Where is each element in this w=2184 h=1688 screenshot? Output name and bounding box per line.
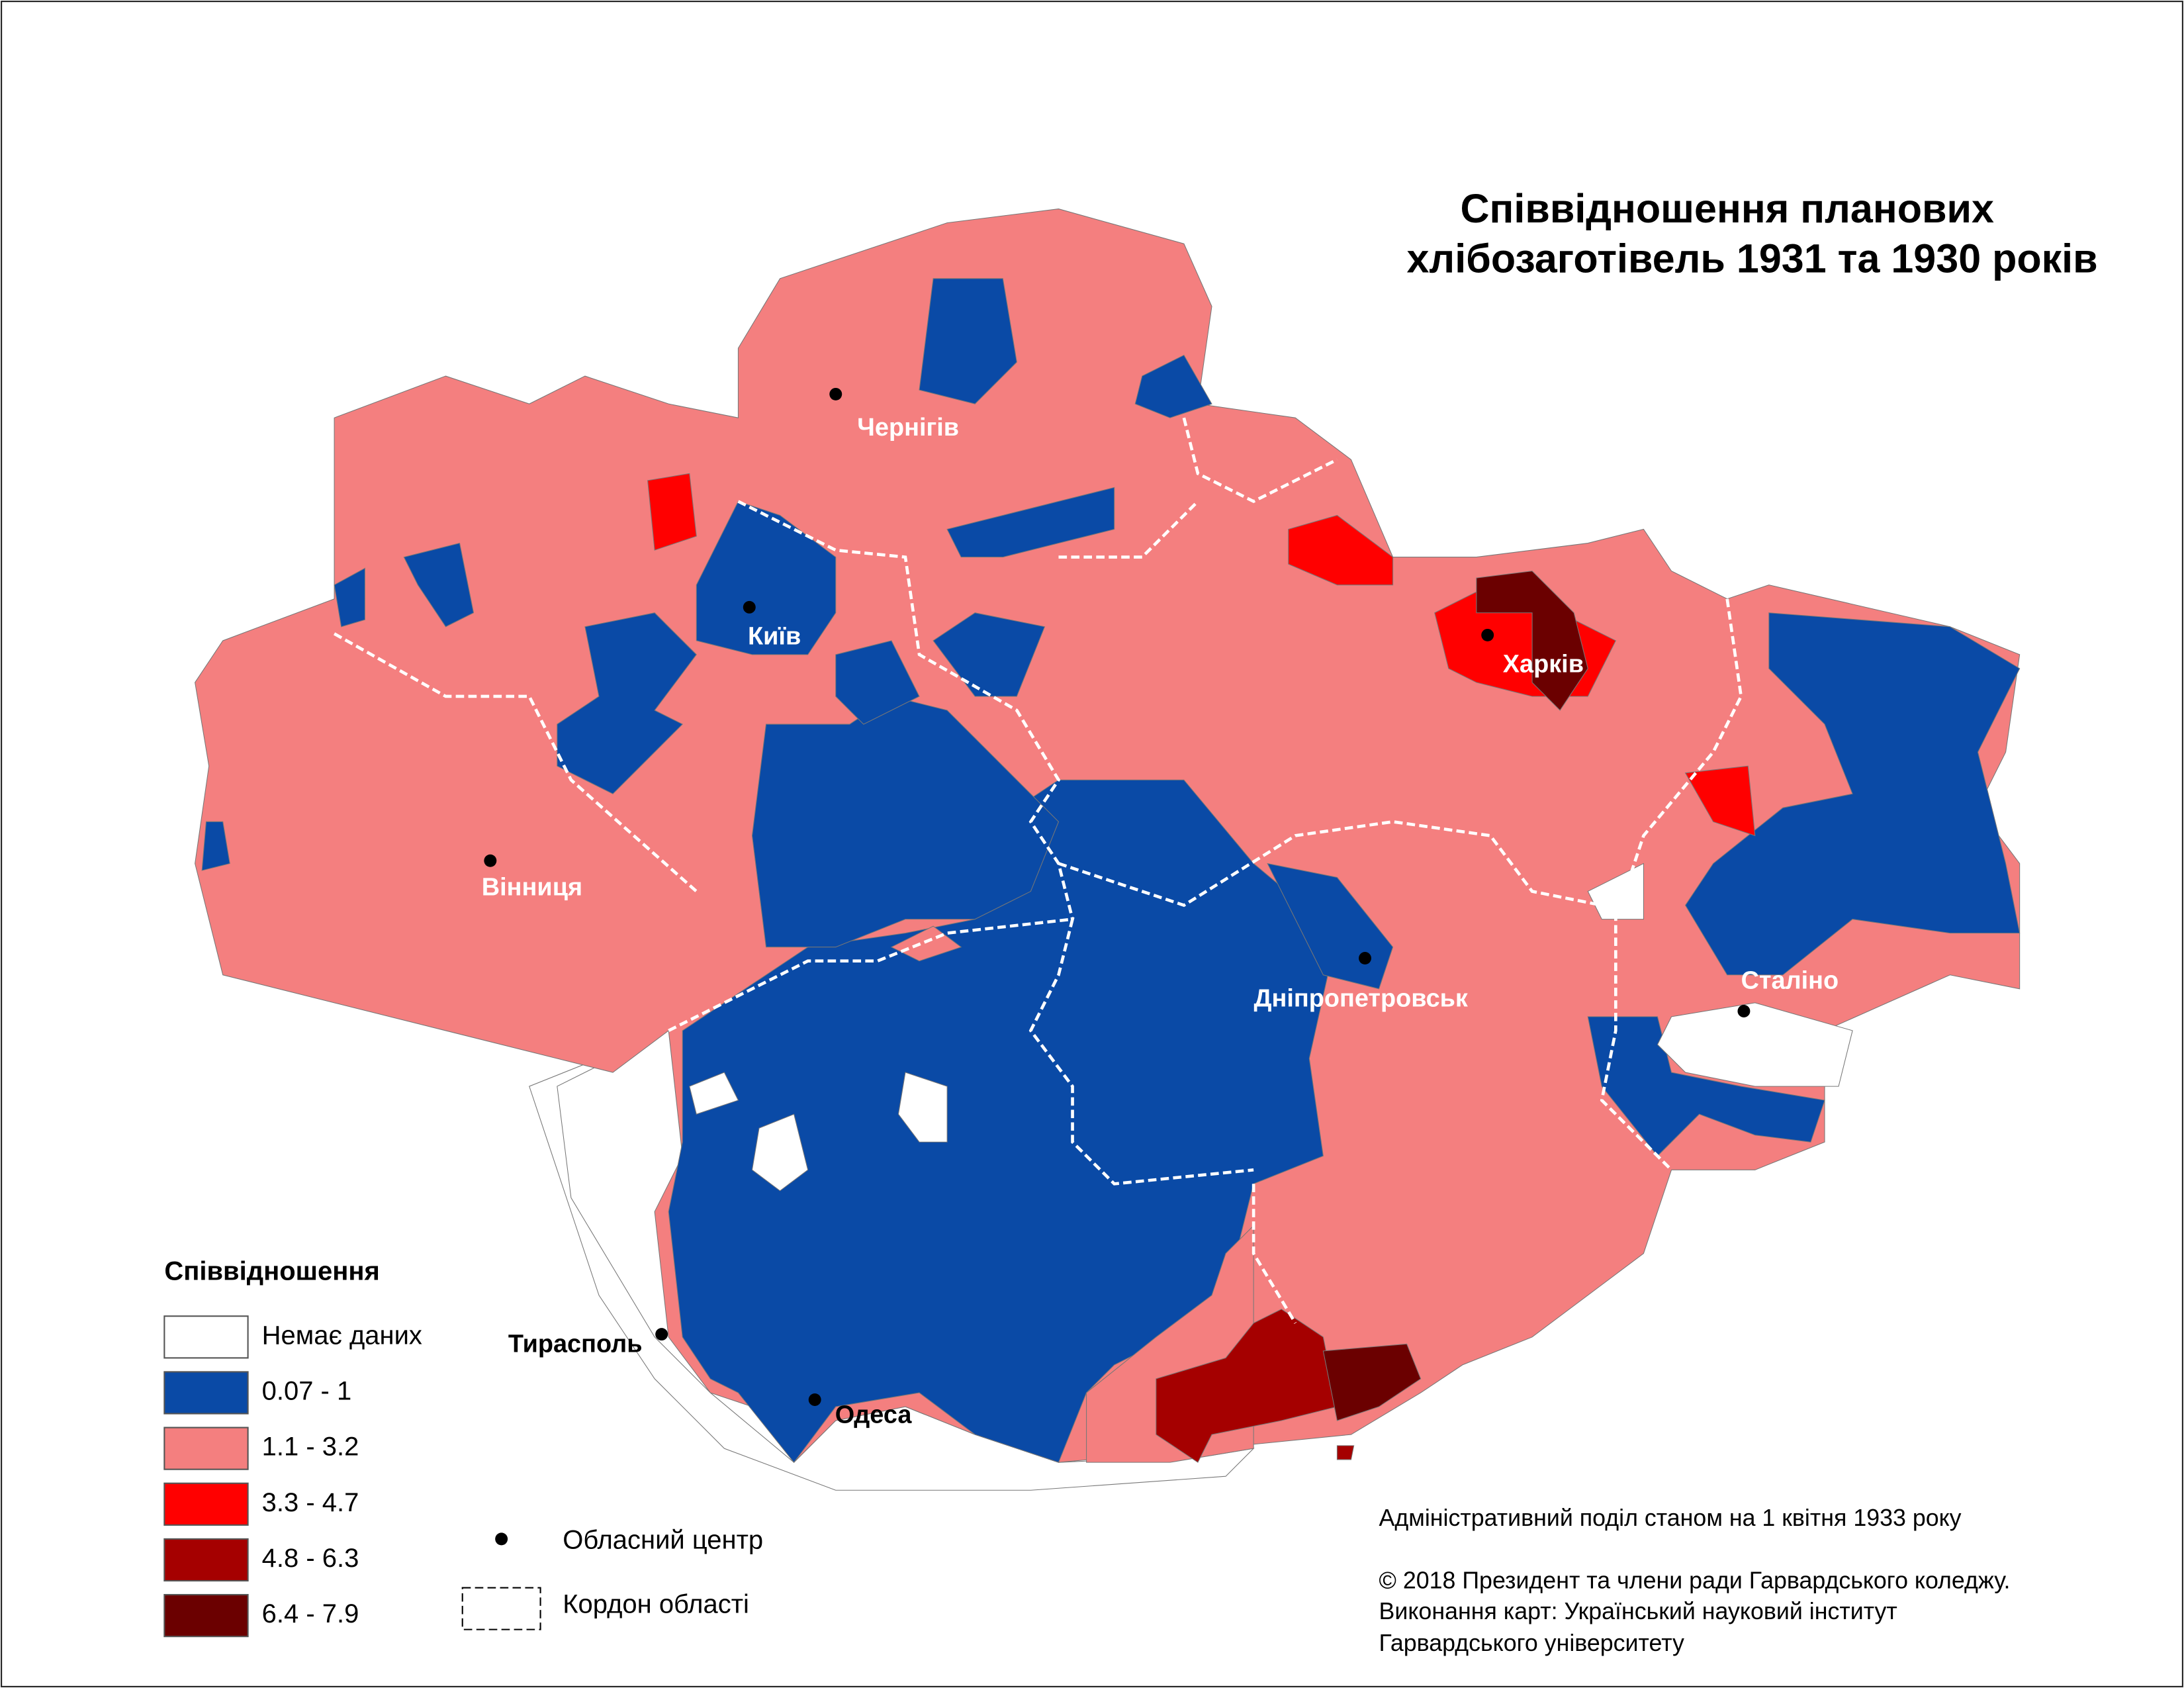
city-dot bbox=[743, 600, 756, 614]
region bbox=[1288, 514, 1394, 586]
note: Адміністративний поділ станом на 1 квітн… bbox=[1379, 1505, 1962, 1531]
oblast-border bbox=[1058, 820, 1602, 908]
legend-swatch bbox=[163, 1593, 249, 1638]
region bbox=[403, 542, 475, 628]
note: Гарвардського університету bbox=[1379, 1630, 1684, 1656]
city-dot bbox=[1481, 628, 1494, 641]
note: Виконання карт: Український науковий інс… bbox=[1379, 1598, 1897, 1624]
title: Співвідношення планових bbox=[1460, 186, 1994, 231]
city-dot bbox=[808, 1393, 821, 1406]
legend-label: 4.8 - 6.3 bbox=[262, 1544, 359, 1573]
legend: Немає даних 0.07 - 1 1.1 - 3.2 3.3 - 4.7 4.8… bbox=[163, 1315, 422, 1638]
oblast-border bbox=[1058, 500, 1199, 559]
city-label: Тирасполь bbox=[508, 1330, 643, 1358]
legend-label: 3.3 - 4.7 bbox=[262, 1488, 359, 1517]
region bbox=[557, 612, 697, 794]
oblast-border bbox=[1182, 417, 1338, 504]
region bbox=[919, 278, 1017, 404]
city-label: Чернігів bbox=[857, 414, 959, 442]
city-dot bbox=[1359, 952, 1371, 964]
city-label: Київ bbox=[748, 623, 801, 651]
legend-swatch bbox=[163, 1315, 249, 1359]
cities: Чернігів Київ Харків Вінниця Дніпропетровськ… bbox=[482, 387, 1839, 1429]
oblast-border bbox=[1600, 598, 1743, 1171]
city-label: Вінниця bbox=[482, 873, 582, 901]
region bbox=[897, 1072, 948, 1143]
oblast-border bbox=[737, 500, 1074, 920]
city-label: Сталіно bbox=[1741, 966, 1839, 994]
region bbox=[1322, 1343, 1422, 1421]
region bbox=[1336, 1445, 1355, 1460]
city-label: Одеса bbox=[835, 1401, 913, 1429]
oblast-borders bbox=[333, 417, 1743, 1324]
note: © 2018 Президент та члени ради Гарвардсь… bbox=[1379, 1568, 2011, 1594]
city-dot bbox=[1737, 1005, 1751, 1017]
legend-label: Обласний центр bbox=[563, 1526, 763, 1555]
oblast-border bbox=[1251, 1184, 1297, 1324]
legend-label: 0.07 - 1 bbox=[262, 1377, 352, 1406]
region bbox=[946, 487, 1115, 558]
region bbox=[201, 821, 230, 871]
title: хлібозаготівель 1931 та 1930 років bbox=[1406, 236, 2097, 281]
region bbox=[1657, 1002, 1853, 1087]
city-label: Харків bbox=[1503, 651, 1584, 679]
legend-swatch bbox=[163, 1427, 249, 1470]
city-dot bbox=[484, 854, 497, 867]
legend-title: Співвідношення bbox=[164, 1257, 379, 1286]
city-dot bbox=[829, 387, 842, 400]
region bbox=[647, 473, 697, 551]
region bbox=[1684, 765, 1756, 837]
region bbox=[1684, 612, 2021, 976]
region bbox=[751, 1113, 809, 1192]
legend-point-symbol bbox=[495, 1532, 508, 1546]
legend-swatch bbox=[163, 1482, 249, 1526]
legend-label: Кордон області bbox=[563, 1589, 749, 1618]
region bbox=[689, 1072, 739, 1115]
oblast-border bbox=[668, 917, 1254, 1186]
legend-label: Немає даних bbox=[262, 1321, 422, 1350]
region bbox=[696, 500, 837, 655]
legend-swatch bbox=[163, 1371, 249, 1415]
legend-swatch bbox=[163, 1538, 249, 1582]
region bbox=[1476, 571, 1588, 711]
region bbox=[334, 567, 365, 628]
legend-label: 6.4 - 7.9 bbox=[262, 1599, 359, 1628]
legend-border-symbol bbox=[461, 1587, 541, 1630]
region bbox=[835, 640, 920, 725]
city-dot bbox=[655, 1328, 668, 1341]
regions bbox=[195, 209, 2021, 1491]
city-label: Дніпропетровськ bbox=[1254, 985, 1468, 1013]
legend-label: 1.1 - 3.2 bbox=[262, 1432, 359, 1462]
region bbox=[933, 612, 1046, 697]
region bbox=[1134, 354, 1212, 418]
